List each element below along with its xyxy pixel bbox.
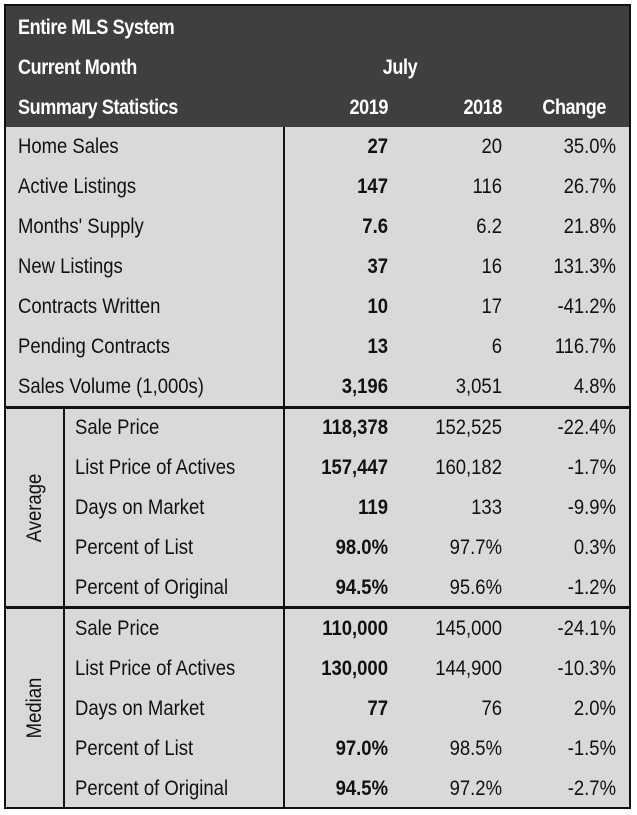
value-change: 0.3%	[573, 536, 616, 559]
value-2018: 160,182	[435, 456, 502, 479]
value-2018: 97.2%	[449, 777, 502, 800]
row-label: Months' Supply	[18, 215, 144, 238]
table-row: Sale Price 110,000 145,000 -24.1%	[6, 609, 629, 649]
mls-statistics-table: Entire MLS System Current Month July Sum…	[4, 4, 631, 809]
value-2019: 77	[367, 697, 388, 720]
table-title: Entire MLS System	[18, 16, 175, 39]
value-2018: 6	[491, 335, 502, 358]
value-2019: 3,196	[341, 375, 388, 398]
row-label: Pending Contracts	[18, 335, 171, 358]
table-row: Days on Market 119 133 -9.9%	[6, 488, 629, 528]
value-2019: 27	[367, 135, 388, 158]
row-label: Sales Volume (1,000s)	[18, 375, 204, 398]
row-label: List Price of Actives	[75, 657, 236, 680]
section-label: Summary Statistics	[18, 96, 178, 119]
value-2018: 133	[471, 496, 502, 519]
table-row: New Listings 37 16 131.3%	[6, 247, 629, 287]
value-2018: 17	[481, 295, 502, 318]
value-change: -10.3%	[557, 657, 616, 680]
value-2019: 94.5%	[335, 777, 388, 800]
section-separator-average	[6, 406, 629, 409]
section-separator-median	[6, 606, 629, 609]
table-row: Active Listings 147 116 26.7%	[6, 167, 629, 207]
table-row: Pending Contracts 13 6 116.7%	[6, 327, 629, 367]
value-2018: 116	[472, 175, 502, 198]
value-2019: 97.0%	[335, 737, 388, 760]
value-2019: 10	[367, 295, 388, 318]
value-change: 35.0%	[563, 135, 616, 158]
table-row: Percent of List 97.0% 98.5% -1.5%	[6, 729, 629, 769]
table-row: Percent of List 98.0% 97.7% 0.3%	[6, 528, 629, 568]
row-label: Contracts Written	[18, 295, 161, 318]
row-label: Active Listings	[18, 175, 137, 198]
value-2018: 97.7%	[449, 536, 502, 559]
value-2019: 94.5%	[335, 576, 388, 599]
column-divider	[283, 127, 285, 807]
value-2018: 76	[481, 697, 502, 720]
table-row: Months' Supply 7.6 6.2 21.8%	[6, 207, 629, 247]
row-label: Home Sales	[18, 135, 119, 158]
value-2018: 98.5%	[449, 737, 502, 760]
value-change: 4.8%	[573, 375, 616, 398]
value-2019: 157,447	[321, 456, 388, 479]
table-header: Entire MLS System Current Month July Sum…	[6, 6, 629, 127]
column-header-2018: 2018	[463, 96, 503, 119]
month-label: July	[382, 56, 418, 79]
column-header-change: Change	[542, 96, 606, 119]
value-2019: 37	[367, 255, 388, 278]
row-label: New Listings	[18, 255, 123, 278]
row-label: Days on Market	[75, 697, 205, 720]
value-change: -2.7%	[567, 777, 616, 800]
row-label: Percent of Original	[75, 777, 229, 800]
value-2019: 110,000	[322, 617, 388, 640]
table-row: Percent of Original 94.5% 95.6% -1.2%	[6, 568, 629, 608]
value-change: 116.7%	[554, 335, 616, 358]
value-2018: 95.6%	[449, 576, 502, 599]
table-row: Percent of Original 94.5% 97.2% -2.7%	[6, 769, 629, 809]
value-2018: 152,525	[435, 416, 502, 439]
value-2019: 98.0%	[335, 536, 388, 559]
value-2019: 13	[367, 335, 388, 358]
value-2018: 144,900	[435, 657, 502, 680]
value-2019: 130,000	[321, 657, 388, 680]
table-row: Days on Market 77 76 2.0%	[6, 689, 629, 729]
table-row: List Price of Actives 130,000 144,900 -10.3…	[6, 649, 629, 689]
value-change: -1.5%	[567, 737, 616, 760]
value-change: -1.2%	[567, 576, 616, 599]
value-change: -22.4%	[557, 416, 616, 439]
row-label: Percent of Original	[75, 576, 229, 599]
value-change: -41.2%	[557, 295, 616, 318]
value-change: 2.0%	[573, 697, 616, 720]
value-2018: 16	[481, 255, 502, 278]
value-2018: 6.2	[476, 215, 502, 238]
value-2019: 119	[358, 496, 388, 519]
value-change: -24.1%	[557, 617, 616, 640]
period-label: Current Month	[18, 56, 137, 79]
row-label: Days on Market	[75, 496, 205, 519]
table-row: List Price of Actives 157,447 160,182 -1.7%	[6, 448, 629, 488]
column-header-2019: 2019	[349, 96, 389, 119]
table-row: Sales Volume (1,000s) 3,196 3,051 4.8%	[6, 367, 629, 407]
value-change: 26.7%	[563, 175, 616, 198]
value-2019: 147	[357, 175, 388, 198]
row-label: List Price of Actives	[75, 456, 236, 479]
table-row: Contracts Written 10 17 -41.2%	[6, 287, 629, 327]
row-label: Percent of List	[75, 737, 194, 760]
value-2018: 3,051	[455, 375, 502, 398]
value-change: 131.3%	[553, 255, 616, 278]
value-change: -9.9%	[567, 496, 616, 519]
value-2018: 145,000	[435, 617, 502, 640]
row-label: Sale Price	[75, 617, 160, 640]
table-row: Sale Price 118,378 152,525 -22.4%	[6, 408, 629, 448]
row-label: Percent of List	[75, 536, 194, 559]
value-2019: 118,378	[322, 416, 388, 439]
value-2019: 7.6	[362, 215, 388, 238]
value-2018: 20	[481, 135, 502, 158]
table-row: Home Sales 27 20 35.0%	[6, 127, 629, 167]
value-change: -1.7%	[567, 456, 616, 479]
value-change: 21.8%	[563, 215, 616, 238]
row-label: Sale Price	[75, 416, 160, 439]
